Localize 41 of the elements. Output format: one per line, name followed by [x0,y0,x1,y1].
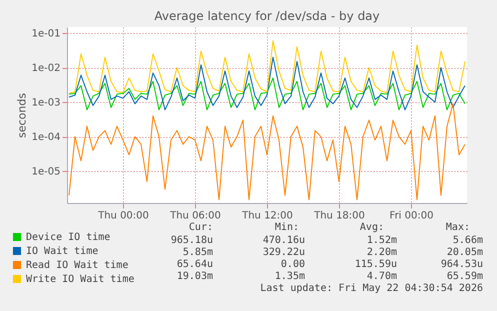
text: Min: [274,222,299,233]
y-axis-title: seconds [16,92,29,138]
text: 65.64u [176,259,213,270]
text: 965.18u [170,235,213,246]
legend-label: IO Wait time [26,246,98,257]
text: 5.66m [452,235,483,246]
x-tick-label: Fri 00:00 [390,210,434,222]
text: 0.00 [280,259,305,270]
text: Max: [446,222,470,233]
legend-label: Write IO Wait time [26,274,134,285]
line-series [68,56,466,110]
line-series [68,103,466,200]
text: 1.52m [366,235,397,246]
text: Cur: [188,222,213,233]
legend-label: Read IO Wait time [26,260,128,271]
text: 329.22u [262,247,305,258]
y-tick-label: 1e-03 [32,98,60,109]
text: 2.20m [366,247,397,258]
text: 470.16u [262,235,305,246]
y-tick-label: 1e-04 [32,132,60,144]
text: 65.59m [446,271,483,282]
text: 19.03m [176,271,213,282]
text: Avg: [360,222,384,233]
text: 115.59u [354,259,397,270]
text: 20.05m [446,247,483,258]
y-tick-label: 1e-05 [32,166,60,178]
text: 5.85m [182,247,213,258]
x-tick-label: Thu 06:00 [169,210,221,222]
text: 964.53u [440,259,483,270]
chart-title: Average latency for /dev/sda - by day [154,9,380,23]
x-tick-label: Thu 18:00 [313,210,365,222]
x-tick-label: Thu 00:00 [97,210,149,222]
legend-label: Device IO time [26,232,110,243]
text: Last update: Fri May 22 04:30:54 2026 [260,283,483,294]
y-tick-label: 1e-01 [32,28,60,40]
line-series [68,78,466,110]
text: 4.70m [366,271,397,282]
line-series [68,40,466,94]
x-tick-label: Thu 12:00 [241,210,293,222]
text: 1.35m [274,271,305,282]
y-tick-label: 1e-02 [32,63,60,74]
